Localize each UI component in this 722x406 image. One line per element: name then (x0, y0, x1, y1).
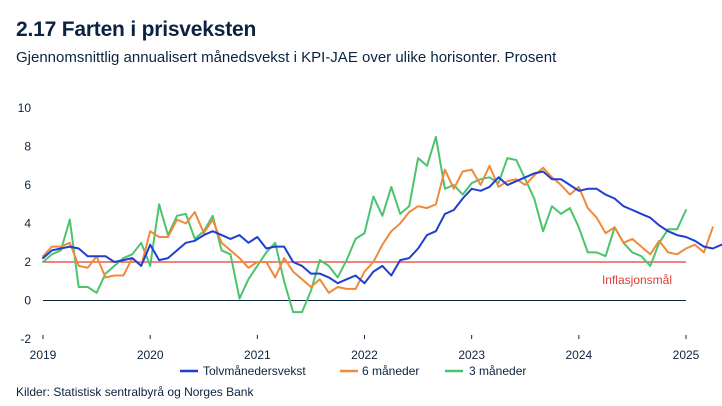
y-tick-label: 10 (18, 101, 32, 115)
axis-layer: -2 0 2 4 6 8 10 2019 2020 2021 2022 2023 2024 2025 (18, 101, 700, 362)
x-tick-label: 2024 (565, 348, 592, 362)
chart-subtitle: Gjennomsnittlig annualisert månedsvekst … (16, 49, 557, 66)
legend-label: Tolvmånedersvekst (203, 364, 306, 378)
chart-title: 2.17 Farten i prisveksten (16, 18, 257, 41)
x-tick-label: 2020 (137, 348, 164, 362)
series-line-6-maneder (42, 164, 714, 294)
series-layer (42, 135, 722, 314)
legend-label: 3 måneder (469, 364, 526, 378)
series-line-3-maneder (42, 135, 687, 314)
x-tick-label: 2021 (244, 348, 271, 362)
legend: Tolvmånedersvekst 6 måneder 3 måneder (180, 364, 526, 378)
legend-label: 6 måneder (362, 364, 419, 378)
inflation-target-label: Inflasjonsmål (602, 273, 672, 287)
y-tick-label: 4 (24, 217, 31, 231)
y-tick-label: 2 (24, 255, 31, 269)
x-tick-label: 2023 (458, 348, 485, 362)
x-tick-label: 2022 (351, 348, 378, 362)
x-tick-label: 2019 (30, 348, 57, 362)
y-tick-label: -2 (20, 332, 31, 346)
source-note: Kilder: Statistisk sentralbyrå og Norges… (16, 385, 254, 399)
series-line-tolvmanedersvekst (42, 170, 722, 285)
y-tick-label: 8 (24, 140, 31, 154)
y-tick-label: 0 (24, 294, 31, 308)
x-tick-label: 2025 (673, 348, 700, 362)
y-tick-label: 6 (24, 178, 31, 192)
